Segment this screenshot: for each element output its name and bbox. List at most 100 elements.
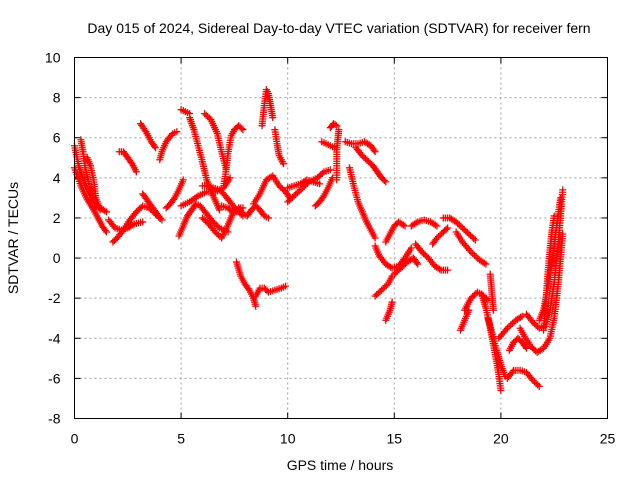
data-point	[470, 291, 478, 299]
series-track-14	[177, 106, 194, 118]
data-point	[442, 225, 450, 233]
data-point	[559, 230, 567, 238]
y-tick-label: 8	[53, 90, 61, 106]
data-point	[179, 176, 187, 184]
data-point	[282, 282, 290, 290]
x-tick-label: 5	[177, 431, 185, 447]
data-point	[395, 266, 403, 274]
series-track-28	[284, 176, 324, 192]
data-point	[379, 285, 387, 293]
data-point	[211, 228, 219, 236]
series-track-49	[484, 314, 509, 380]
x-tick-label: 25	[600, 431, 616, 447]
data-point	[460, 225, 468, 233]
y-axis-title: SDTVAR / TECUs	[5, 182, 21, 294]
data-point	[335, 126, 343, 134]
data-point	[517, 313, 525, 321]
y-tick-label: 6	[53, 130, 61, 146]
data-point	[362, 155, 370, 163]
series-track-33	[341, 138, 379, 156]
data-point	[418, 248, 426, 256]
series-track-41	[407, 216, 441, 230]
data-point	[452, 218, 460, 226]
data-point	[459, 224, 467, 232]
plot-frame	[74, 57, 608, 419]
data-point	[284, 198, 292, 206]
y-tick-label: 0	[53, 250, 61, 266]
data-point	[532, 379, 540, 387]
series-track-52	[503, 366, 543, 390]
series-track-23	[252, 282, 290, 300]
series-track-53	[505, 334, 530, 354]
data-point	[557, 194, 565, 202]
series-track-10	[156, 128, 181, 164]
data-point	[550, 212, 558, 220]
data-point	[529, 376, 537, 384]
data-point	[530, 320, 538, 328]
data-point	[497, 386, 505, 394]
data-point	[535, 382, 543, 390]
series-track-06	[105, 216, 147, 234]
data-point	[469, 293, 477, 301]
data-point	[371, 292, 379, 300]
data-point	[530, 378, 538, 386]
series-track-57	[540, 212, 558, 334]
data-point	[390, 270, 398, 278]
y-tick-label: -2	[48, 290, 61, 306]
data-point	[466, 246, 474, 254]
data-point	[139, 218, 147, 226]
series-track-13	[175, 200, 232, 240]
series-track-22	[233, 258, 260, 310]
x-tick-label: 15	[387, 431, 403, 447]
x-axis-title: GPS time / hours	[287, 457, 394, 473]
data-point	[380, 177, 388, 185]
series-track-40	[390, 254, 422, 278]
data-point	[431, 221, 439, 229]
data-point	[502, 326, 510, 334]
data-point	[373, 291, 381, 299]
data-point	[399, 221, 407, 229]
x-tick-label: 0	[71, 431, 79, 447]
series-track-44	[439, 214, 479, 244]
data-point	[202, 217, 210, 225]
data-point	[529, 318, 537, 326]
series-track-29	[311, 174, 336, 210]
data-point	[317, 171, 325, 179]
data-point	[200, 215, 208, 223]
data-point	[371, 148, 379, 156]
data-point	[202, 111, 210, 119]
data-point	[482, 260, 490, 268]
data-point	[288, 193, 296, 201]
data-point	[279, 160, 287, 168]
series-track-45	[452, 228, 490, 268]
data-point	[527, 342, 535, 350]
data-point	[141, 126, 149, 134]
data-point	[214, 222, 222, 230]
data-point	[444, 266, 452, 274]
data-point	[457, 222, 465, 230]
series-track-02	[71, 164, 110, 236]
data-point	[433, 234, 441, 242]
data-point	[420, 250, 428, 258]
series-track-26	[271, 126, 287, 168]
data-point	[137, 203, 145, 211]
data-point	[152, 144, 160, 152]
data-point	[436, 231, 444, 239]
data-point	[318, 169, 326, 177]
data-point	[215, 206, 223, 214]
data-point	[252, 302, 260, 310]
series-track-15	[186, 114, 223, 214]
data-point	[532, 321, 540, 329]
data-point	[522, 344, 530, 352]
x-tick-label: 10	[280, 431, 296, 447]
data-point	[398, 263, 406, 271]
data-point	[534, 381, 542, 389]
data-point	[209, 218, 217, 226]
series-track-36	[371, 242, 415, 272]
data-point	[315, 172, 323, 180]
data-point	[319, 193, 327, 201]
series-track-35	[352, 144, 390, 186]
data-point	[156, 214, 164, 222]
